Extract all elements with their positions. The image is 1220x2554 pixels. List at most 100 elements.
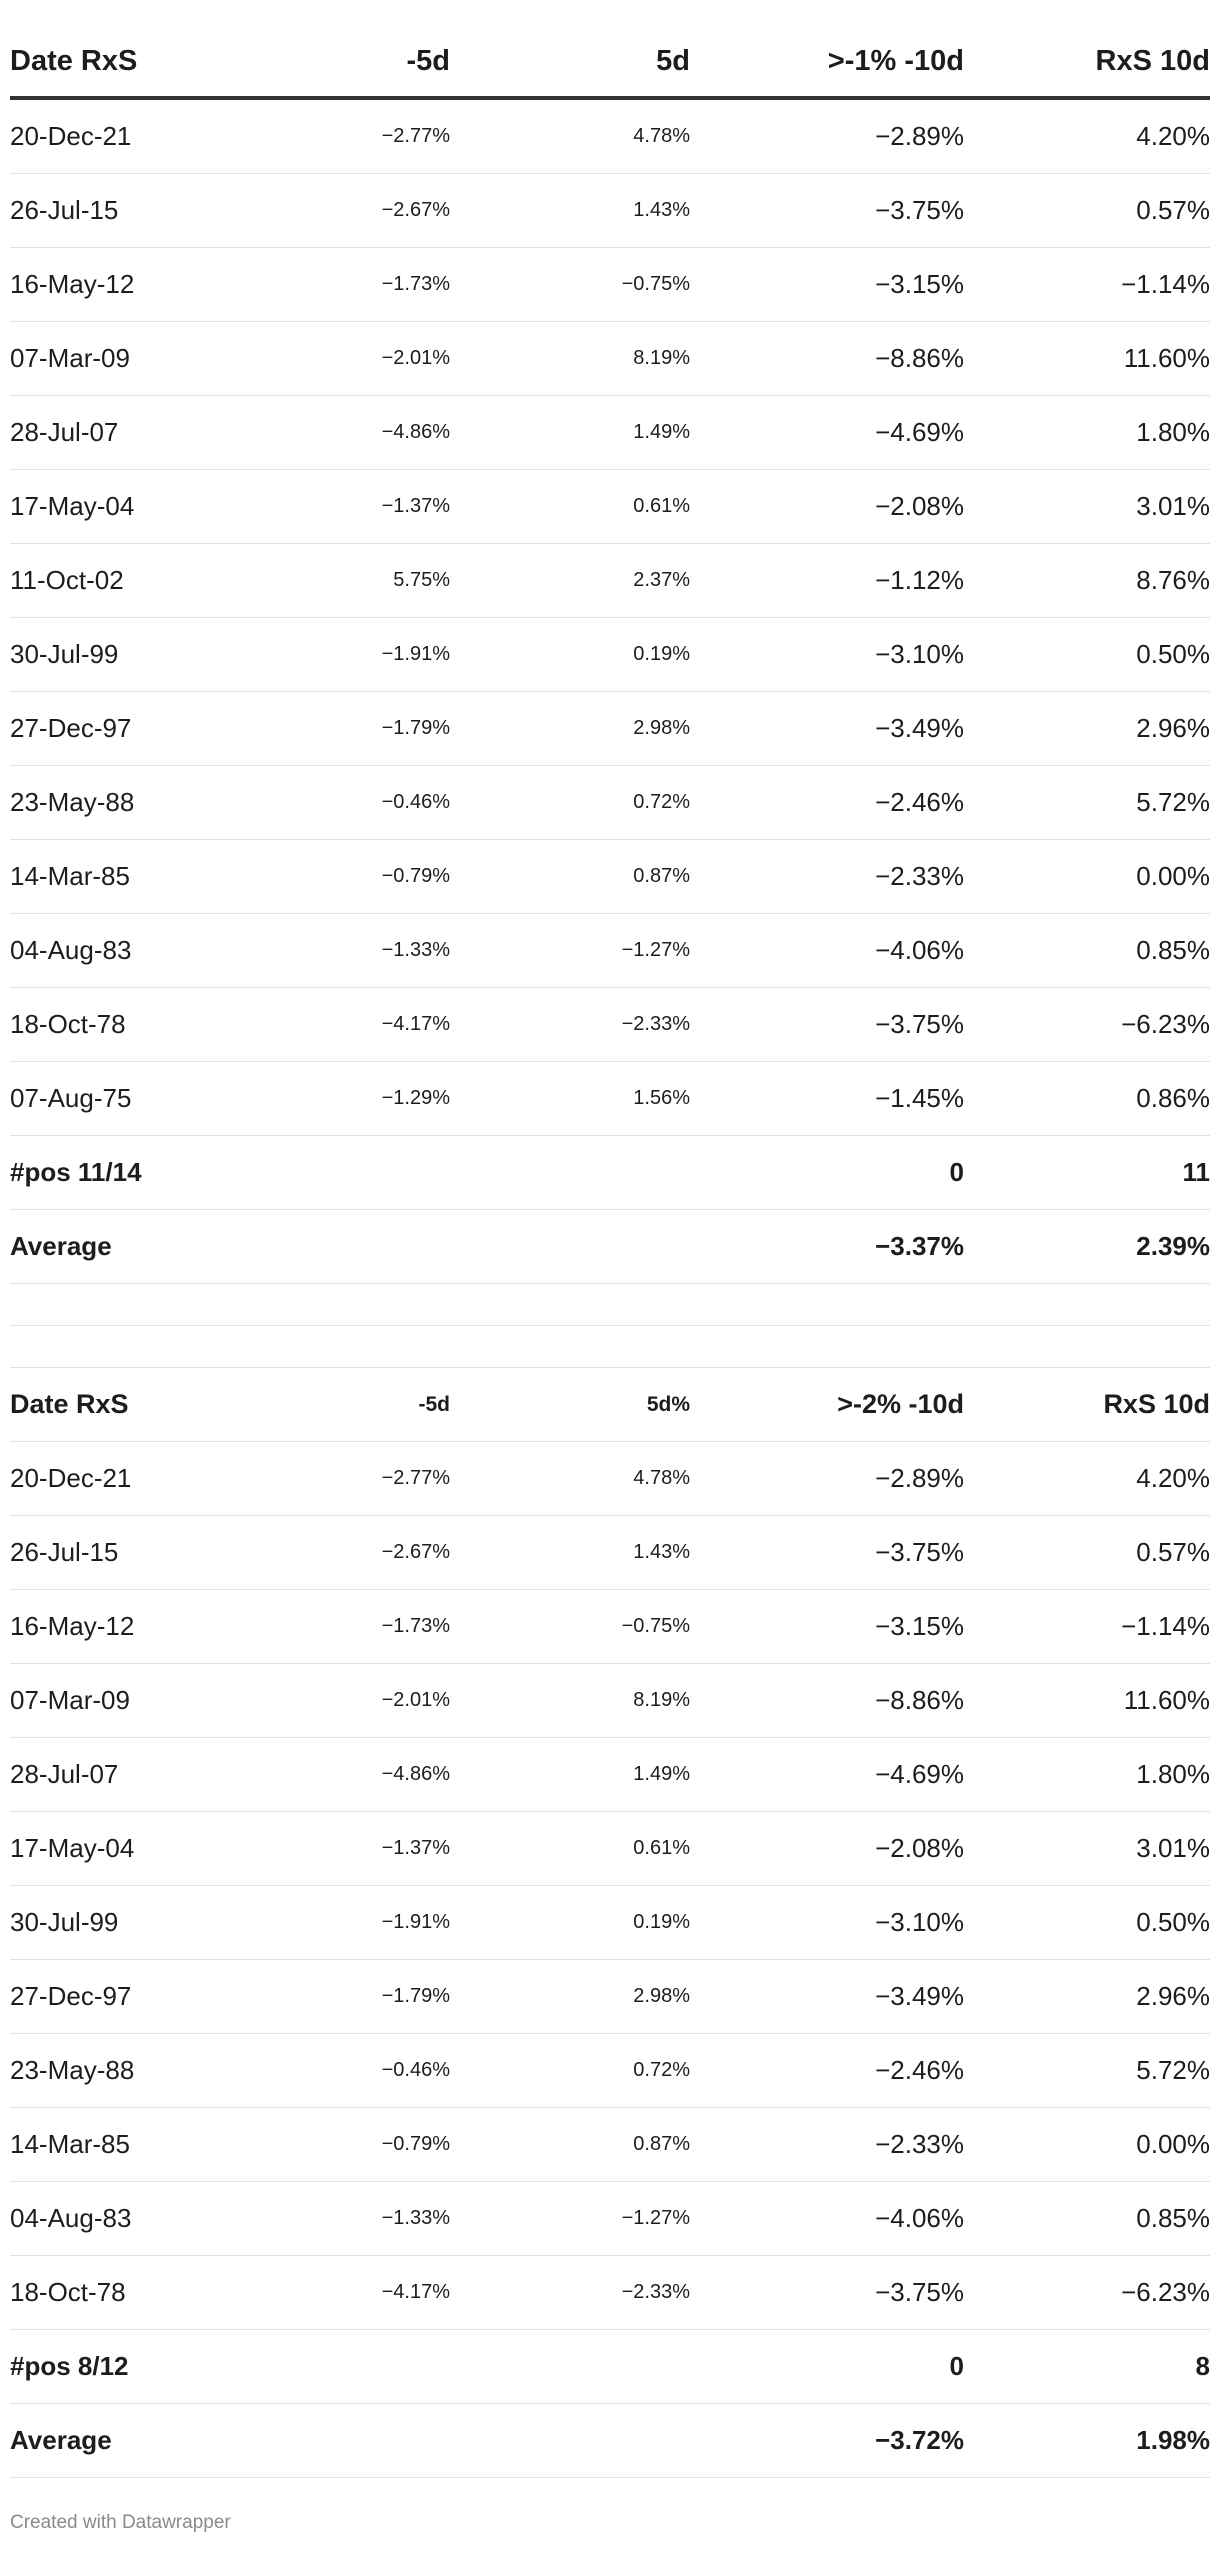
date-cell: 07-Aug-75 bbox=[10, 1061, 250, 1136]
date-cell: 26-Jul-15 bbox=[10, 1515, 250, 1590]
value-cell: 8.76% bbox=[964, 543, 1210, 618]
value-cell: 0.19% bbox=[450, 617, 690, 692]
summary-value bbox=[450, 1135, 690, 1210]
value-cell: −0.46% bbox=[250, 2033, 450, 2108]
table-row: 16-May-12 −1.73% −0.75% −3.15% −1.14% bbox=[10, 1589, 1210, 1664]
value-cell: −1.14% bbox=[964, 247, 1210, 322]
value-cell: −1.33% bbox=[250, 913, 450, 988]
date-cell: 16-May-12 bbox=[10, 247, 250, 322]
date-cell: 14-Mar-85 bbox=[10, 2107, 250, 2182]
table-1-body: 20-Dec-21 −2.77% 4.78% −2.89% 4.20% 26-Jul-15… bbox=[10, 98, 1210, 1284]
table-row: 28-Jul-07 −4.86% 1.49% −4.69% 1.80% bbox=[10, 1737, 1210, 1812]
table-row: 04-Aug-83 −1.33% −1.27% −4.06% 0.85% bbox=[10, 913, 1210, 988]
value-cell: −4.69% bbox=[690, 395, 964, 470]
value-cell: 0.00% bbox=[964, 2107, 1210, 2182]
date-cell: 18-Oct-78 bbox=[10, 2255, 250, 2330]
value-cell: −3.75% bbox=[690, 173, 964, 248]
value-cell: 0.00% bbox=[964, 839, 1210, 914]
value-cell: −2.67% bbox=[250, 1515, 450, 1590]
table-row: 23-May-88 −0.46% 0.72% −2.46% 5.72% bbox=[10, 765, 1210, 840]
date-cell: 11-Oct-02 bbox=[10, 543, 250, 618]
value-cell: −2.33% bbox=[690, 2107, 964, 2182]
value-cell: −4.06% bbox=[690, 913, 964, 988]
value-cell: −2.46% bbox=[690, 2033, 964, 2108]
summary-value bbox=[250, 1209, 450, 1284]
table-2-body: 20-Dec-21 −2.77% 4.78% −2.89% 4.20% 26-Jul-15… bbox=[10, 1441, 1210, 2478]
table-row: 18-Oct-78 −4.17% −2.33% −3.75% −6.23% bbox=[10, 987, 1210, 1062]
summary-value bbox=[250, 2329, 450, 2404]
value-cell: −8.86% bbox=[690, 321, 964, 396]
date-cell: 27-Dec-97 bbox=[10, 1959, 250, 2034]
date-cell: 17-May-04 bbox=[10, 469, 250, 544]
value-cell: −8.86% bbox=[690, 1663, 964, 1738]
value-cell: −2.08% bbox=[690, 469, 964, 544]
value-cell: 0.86% bbox=[964, 1061, 1210, 1136]
table-row: 20-Dec-21 −2.77% 4.78% −2.89% 4.20% bbox=[10, 98, 1210, 174]
value-cell: 4.20% bbox=[964, 1441, 1210, 1516]
value-cell: −3.49% bbox=[690, 1959, 964, 2034]
summary-value bbox=[250, 1135, 450, 1210]
value-cell: 8.19% bbox=[450, 1663, 690, 1738]
summary-row: #pos 11/14 0 11 bbox=[10, 1135, 1210, 1210]
value-cell: 0.50% bbox=[964, 1885, 1210, 1960]
date-cell: 14-Mar-85 bbox=[10, 839, 250, 914]
value-cell: −2.01% bbox=[250, 1663, 450, 1738]
value-cell: 1.80% bbox=[964, 395, 1210, 470]
value-cell: 2.98% bbox=[450, 1959, 690, 2034]
summary-value: −3.37% bbox=[690, 1209, 964, 1284]
value-cell: 2.96% bbox=[964, 1959, 1210, 2034]
summary-value: −3.72% bbox=[690, 2403, 964, 2478]
table-row: 17-May-04 −1.37% 0.61% −2.08% 3.01% bbox=[10, 1811, 1210, 1886]
date-cell: 30-Jul-99 bbox=[10, 617, 250, 692]
value-cell: −2.33% bbox=[690, 839, 964, 914]
value-cell: 0.61% bbox=[450, 1811, 690, 1886]
value-cell: 0.50% bbox=[964, 617, 1210, 692]
date-cell: 20-Dec-21 bbox=[10, 1441, 250, 1516]
value-cell: −0.46% bbox=[250, 765, 450, 840]
column-header: Date RxS bbox=[10, 26, 250, 100]
value-cell: 3.01% bbox=[964, 1811, 1210, 1886]
summary-value: 1.98% bbox=[964, 2403, 1210, 2478]
value-cell: −3.10% bbox=[690, 617, 964, 692]
column-header: 5d% bbox=[450, 1367, 690, 1442]
value-cell: 5.75% bbox=[250, 543, 450, 618]
value-cell: −2.89% bbox=[690, 98, 964, 174]
value-cell: −2.77% bbox=[250, 1441, 450, 1516]
summary-row: #pos 8/12 0 8 bbox=[10, 2329, 1210, 2404]
value-cell: 3.01% bbox=[964, 469, 1210, 544]
summary-label: #pos 11/14 bbox=[10, 1135, 250, 1210]
value-cell: −0.79% bbox=[250, 2107, 450, 2182]
column-header: Date RxS bbox=[10, 1367, 250, 1442]
value-cell: 0.87% bbox=[450, 2107, 690, 2182]
value-cell: 2.37% bbox=[450, 543, 690, 618]
summary-label: Average bbox=[10, 1209, 250, 1284]
value-cell: 2.98% bbox=[450, 691, 690, 766]
summary-value: 0 bbox=[690, 2329, 964, 2404]
value-cell: −4.86% bbox=[250, 1737, 450, 1812]
table-header-row: Date RxS -5d 5d% >-2% -10d RxS 10d bbox=[10, 1367, 1210, 1442]
table-row: 27-Dec-97 −1.79% 2.98% −3.49% 2.96% bbox=[10, 691, 1210, 766]
value-cell: 0.85% bbox=[964, 913, 1210, 988]
value-cell: 0.19% bbox=[450, 1885, 690, 1960]
value-cell: −2.67% bbox=[250, 173, 450, 248]
value-cell: −2.33% bbox=[450, 2255, 690, 2330]
table-row: 14-Mar-85 −0.79% 0.87% −2.33% 0.00% bbox=[10, 839, 1210, 914]
value-cell: 2.96% bbox=[964, 691, 1210, 766]
summary-value: 11 bbox=[964, 1135, 1210, 1210]
value-cell: −3.75% bbox=[690, 1515, 964, 1590]
table-row: 26-Jul-15 −2.67% 1.43% −3.75% 0.57% bbox=[10, 173, 1210, 248]
table-separator bbox=[10, 1325, 1210, 1326]
value-cell: 0.57% bbox=[964, 173, 1210, 248]
value-cell: −3.15% bbox=[690, 1589, 964, 1664]
value-cell: −1.33% bbox=[250, 2181, 450, 2256]
value-cell: −1.14% bbox=[964, 1589, 1210, 1664]
date-cell: 04-Aug-83 bbox=[10, 2181, 250, 2256]
date-cell: 28-Jul-07 bbox=[10, 1737, 250, 1812]
column-header: RxS 10d bbox=[964, 26, 1210, 100]
date-cell: 16-May-12 bbox=[10, 1589, 250, 1664]
summary-value bbox=[450, 2403, 690, 2478]
column-header: RxS 10d bbox=[964, 1367, 1210, 1442]
table-row: 17-May-04 −1.37% 0.61% −2.08% 3.01% bbox=[10, 469, 1210, 544]
table-row: 30-Jul-99 −1.91% 0.19% −3.10% 0.50% bbox=[10, 1885, 1210, 1960]
table-header-row: Date RxS -5d 5d >-1% -10d RxS 10d bbox=[10, 26, 1210, 100]
